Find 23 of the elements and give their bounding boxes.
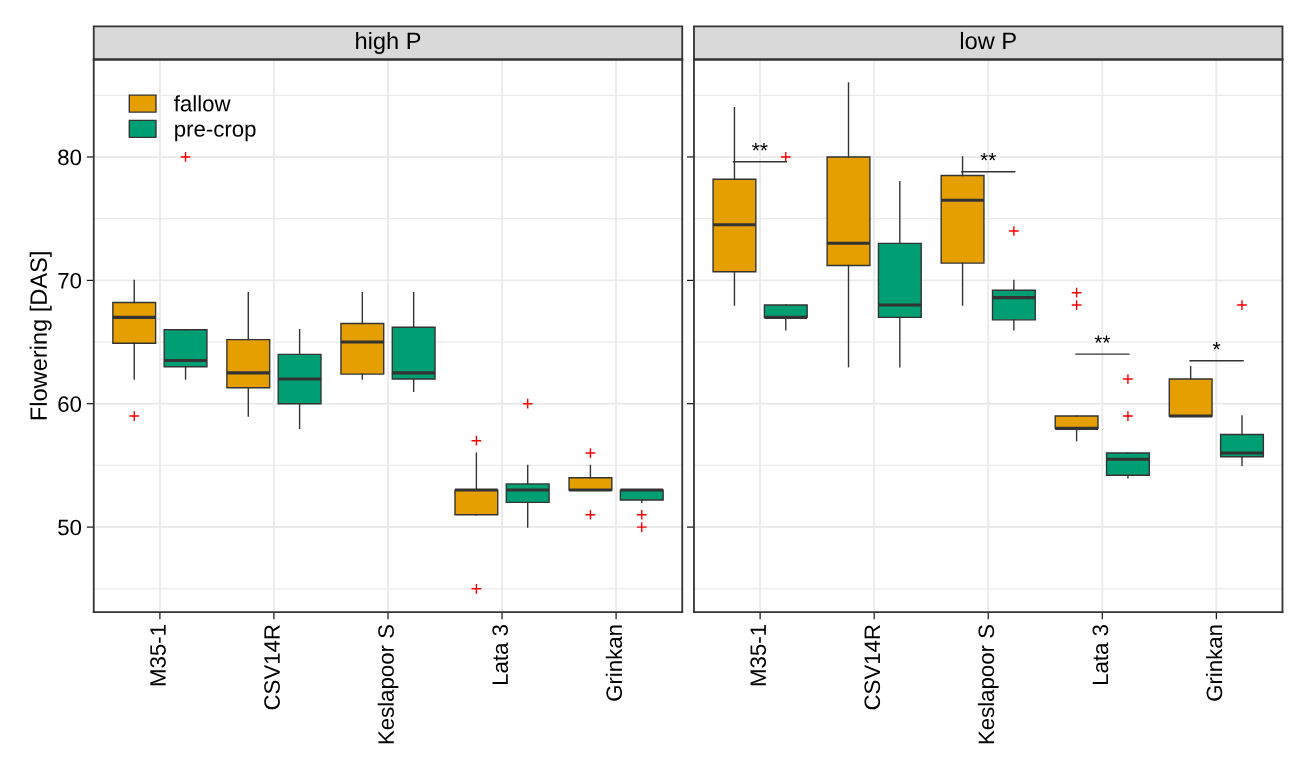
annotation: ** — [1094, 335, 1111, 343]
x-tick-label: M35-1 — [750, 625, 767, 686]
y-tick-label: 80 — [58, 149, 82, 166]
x-tick-label: Grinkan — [1205, 625, 1223, 701]
x-tick-label: CSV14R — [864, 625, 881, 710]
chart-title: low P — [960, 31, 1016, 50]
x-tick-label: M35-1 — [150, 625, 166, 686]
legend-label: fallow — [174, 95, 231, 112]
x-tick-label: Grinkan — [605, 625, 623, 701]
x-tick-label: Keslapoor S — [977, 625, 999, 744]
annotation: ** — [980, 153, 996, 161]
x-tick-label: Lata 3 — [492, 624, 509, 684]
y-tick-label: 50 — [58, 519, 82, 536]
x-tick-label: Lata 3 — [1092, 624, 1109, 684]
y-tick-label: 70 — [58, 272, 82, 289]
chart-title: high P — [356, 31, 421, 54]
x-tick-label: CSV14R — [264, 625, 280, 710]
y-tick-label: 60 — [58, 396, 82, 412]
x-tick-label: Keslapoor S — [377, 625, 399, 744]
annotation: * — [1212, 342, 1221, 350]
annotation: ** — [752, 143, 768, 151]
legend-label: pre-crop — [175, 124, 256, 142]
y-axis-title: Flowering [DAS] — [29, 252, 52, 420]
